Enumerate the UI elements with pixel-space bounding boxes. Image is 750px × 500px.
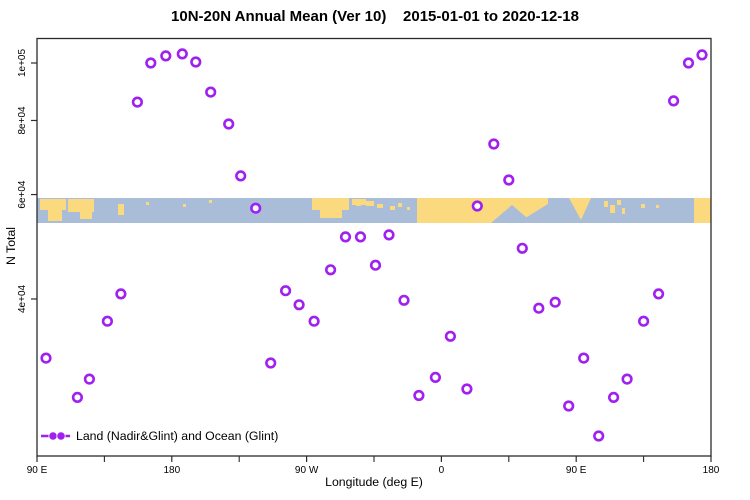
data-point [563,400,575,412]
data-point [250,202,262,214]
map-band-land [183,204,186,207]
data-point [205,86,217,98]
data-point [578,352,590,364]
x-tick-label: 90 E [566,465,587,476]
map-band-land [622,208,625,214]
map-band-land [80,211,92,219]
map-band-land [398,203,402,207]
data-point [488,138,500,150]
data-point [131,96,143,108]
data-point [667,95,680,107]
chart-title: 10N-20N Annual Mean (Ver 10) 2015-01-01 … [171,8,579,25]
data-point [607,391,620,404]
legend-label: Land (Nadir&Glint) and Ocean (Glint) [76,429,279,443]
data-point [265,357,277,369]
data-point [461,383,473,395]
data-point [383,229,395,241]
map-band-land [68,199,94,212]
data-point [176,48,188,60]
legend-point-icon [48,431,58,441]
data-point [223,118,235,130]
map-band-land [118,204,124,215]
x-axis-label: Longitude (deg E) [325,475,423,489]
map-band-land [694,198,711,223]
map-band-ocean-inlet [491,205,533,223]
map-band-land [366,201,374,206]
map-band-land [356,202,361,206]
x-tick-label: 0 [439,465,445,476]
data-point [235,170,247,182]
x-tick-label: 180 [703,465,720,476]
data-point [533,302,545,314]
data-point [696,49,708,61]
map-band-land [320,210,342,218]
data-point [115,288,127,300]
data-point [40,352,52,364]
x-tick-label: 90 E [27,465,48,476]
data-point [503,174,515,186]
data-point [652,288,665,300]
map-band-land [146,202,149,205]
data-point [145,57,157,69]
map-band-land [312,198,349,210]
data-point [413,389,425,402]
data-point [621,373,633,385]
x-tick-label: 180 [163,465,180,476]
data-point [308,315,320,327]
map-band-land [407,207,410,210]
map-band-land [48,208,62,221]
data-point [682,57,695,69]
map-band-land [40,199,66,210]
y-tick-label: 1e+05 [17,49,28,78]
data-point [354,231,367,243]
map-band-land [656,205,659,208]
data-point [83,373,95,385]
data-point [637,315,650,327]
map-band-land [377,204,383,208]
y-tick-label: 8e+04 [17,106,28,135]
data-point [190,56,202,68]
data-point [71,391,83,404]
map-band-land [569,198,591,220]
data-point [429,371,442,384]
data-point [516,242,528,254]
data-point [549,296,561,308]
map-band-land [604,201,608,207]
data-point [339,231,352,243]
data-point [293,299,305,311]
data-point [444,330,457,342]
y-tick-label: 4e+04 [17,285,28,314]
legend-point-icon [56,431,66,441]
map-band-land [641,204,645,208]
y-tick-label: 6e+04 [17,180,28,209]
data-point [398,294,410,306]
map-band-land [610,205,615,213]
data-point [593,430,605,442]
data-point [160,50,172,62]
data-point [280,285,292,297]
data-point [101,315,113,327]
data-point [369,259,382,271]
map-band-land [390,206,395,210]
y-axis-label: N Total [4,226,18,266]
data-point [325,264,337,276]
map-band-land [617,200,621,205]
map-band-land [417,198,503,223]
map-band-land [209,200,212,203]
x-tick-label: 90 W [295,465,319,476]
data-point [471,200,483,212]
